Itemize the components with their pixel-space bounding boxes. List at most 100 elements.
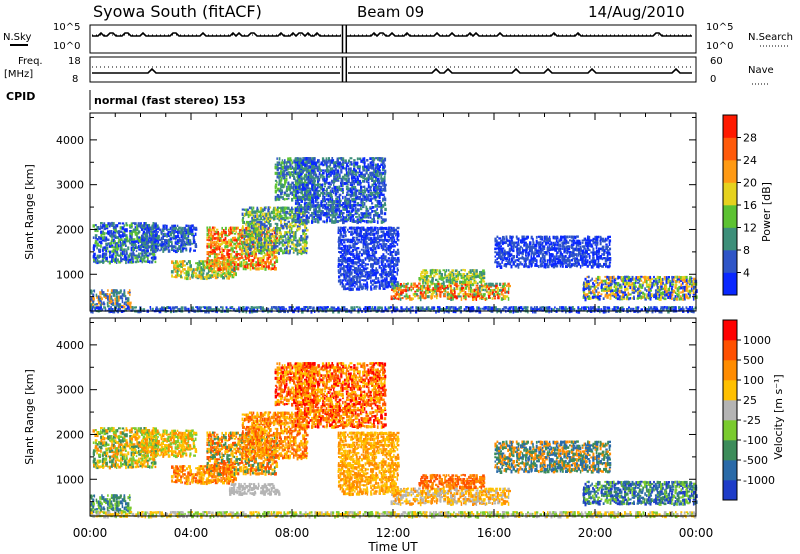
data-cell [554, 241, 556, 244]
data-cell [150, 244, 153, 247]
data-cell [356, 161, 359, 165]
data-cell [493, 293, 495, 297]
data-cell [147, 256, 149, 260]
data-cell [339, 251, 342, 254]
data-cell [98, 254, 102, 258]
data-cell [493, 297, 497, 300]
data-cell [291, 229, 293, 234]
data-cell [211, 226, 215, 229]
data-cell [132, 242, 135, 246]
data-cell [373, 218, 375, 222]
data-cell [387, 271, 390, 275]
data-cell [386, 285, 389, 289]
data-cell [341, 226, 344, 231]
data-cell [376, 189, 378, 194]
data-cell [510, 253, 513, 257]
data-cell [553, 243, 557, 246]
data-cell [344, 244, 347, 248]
data-cell [431, 268, 434, 272]
data-cell [327, 185, 331, 189]
data-cell [371, 193, 374, 197]
data-cell [99, 240, 103, 244]
data-cell [294, 235, 297, 239]
data-cell [217, 253, 221, 256]
data-cell [241, 231, 244, 235]
data-cell [238, 231, 241, 234]
data-cell [230, 240, 233, 244]
data-cell [150, 252, 154, 255]
data-cell [353, 245, 356, 249]
data-cell [300, 222, 302, 226]
data-cell [363, 179, 366, 183]
data-cell [287, 167, 289, 171]
data-cell [307, 193, 311, 197]
data-cell [263, 220, 267, 224]
data-cell [307, 202, 310, 206]
data-cell [341, 279, 345, 282]
data-cell [378, 213, 381, 218]
data-cell [501, 241, 504, 246]
data-cell [208, 251, 211, 254]
data-cell [358, 165, 361, 169]
data-cell [342, 202, 345, 206]
data-cell [376, 214, 379, 217]
data-cell [455, 286, 459, 291]
data-cell [285, 165, 289, 170]
data-cell [358, 275, 362, 279]
data-cell [321, 157, 325, 161]
data-cell [114, 236, 117, 239]
data-cell [350, 283, 354, 287]
data-cell [123, 295, 127, 298]
data-cell [237, 232, 240, 235]
data-cell [226, 248, 228, 253]
data-cell [344, 217, 347, 221]
data-cell [272, 234, 275, 239]
data-cell [243, 237, 245, 241]
data-cell [253, 267, 257, 270]
data-cell [484, 282, 486, 286]
data-cell [455, 283, 458, 286]
data-cell [141, 228, 144, 231]
data-cell [482, 271, 486, 276]
data-cell [276, 208, 279, 212]
data-cell [342, 220, 345, 225]
data-cell [355, 248, 358, 252]
data-cell [238, 252, 241, 256]
data-cell [382, 273, 384, 275]
data-cell [472, 297, 475, 301]
data-cell [343, 229, 346, 233]
data-cell [454, 290, 456, 295]
data-cell [469, 285, 472, 289]
data-cell [119, 289, 122, 293]
data-cell [305, 157, 308, 161]
data-cell [265, 235, 269, 239]
data-cell [134, 222, 137, 226]
data-cell [144, 252, 148, 256]
data-cell [385, 247, 389, 251]
data-cell [383, 175, 386, 180]
data-cell [258, 259, 262, 262]
data-cell [251, 251, 253, 256]
data-cell [373, 216, 375, 219]
data-cell [570, 235, 574, 239]
data-cell [373, 210, 375, 213]
data-cell [301, 220, 304, 225]
data-cell [489, 293, 492, 296]
data-cell [272, 210, 276, 214]
data-cell [232, 239, 235, 242]
data-cell [303, 235, 306, 239]
data-cell [350, 253, 353, 256]
data-cell [371, 171, 375, 175]
data-cell [414, 282, 416, 286]
data-cell [545, 251, 548, 254]
data-cell [572, 235, 575, 238]
data-cell [334, 205, 337, 210]
data-cell [376, 204, 379, 208]
data-cell [261, 224, 264, 229]
data-cell [478, 273, 482, 277]
data-cell [303, 220, 306, 224]
data-cell [350, 233, 353, 236]
data-cell [291, 165, 294, 170]
data-cell [123, 305, 126, 308]
